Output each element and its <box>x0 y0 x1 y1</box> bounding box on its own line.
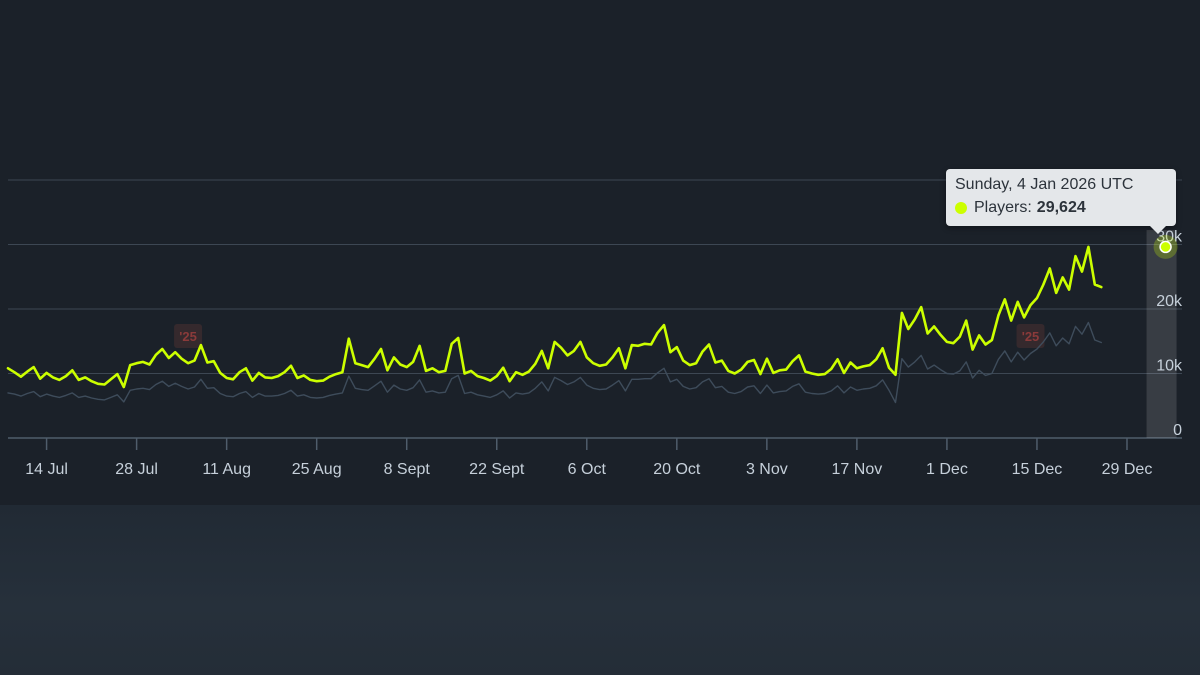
player-count-chart[interactable]: '25 '25 14 Jul 28 Jul 11 Aug 25 Aug 8 Sept 22 … <box>0 0 1200 505</box>
chart-background <box>0 0 1200 505</box>
data-tooltip: Sunday, 4 Jan 2026 UTC Players: 29,624 <box>946 169 1176 226</box>
x-tick-label: 14 Jul <box>25 461 68 478</box>
y-tick-label: 20k <box>1156 293 1183 310</box>
x-tick-label: 22 Sept <box>469 461 525 478</box>
x-tick-label: 17 Nov <box>832 461 883 478</box>
x-tick-label: 25 Aug <box>292 461 342 478</box>
x-tick-label: 8 Sept <box>384 461 431 478</box>
x-tick-label: 29 Dec <box>1102 461 1153 478</box>
x-tick-label: 20 Oct <box>653 461 701 478</box>
x-tick-label: 28 Jul <box>115 461 158 478</box>
series-line-players <box>6 245 1103 389</box>
x-axis: 14 Jul 28 Jul 11 Aug 25 Aug 8 Sept 22 Sept 6 O… <box>25 438 1152 478</box>
y-tick-label: 0 <box>1173 422 1182 439</box>
hover-point[interactable] <box>1159 240 1172 254</box>
tooltip-value-row: Players: 29,624 <box>955 196 1167 220</box>
event-marker-label: '25 <box>1022 329 1040 344</box>
tooltip-series-label: Players: <box>974 199 1032 216</box>
x-tick-label: 1 Dec <box>926 461 968 478</box>
event-marker[interactable]: '25 <box>1016 324 1045 348</box>
event-markers: '25 '25 <box>174 324 1045 348</box>
event-marker-bg <box>174 324 203 348</box>
event-marker[interactable]: '25 <box>174 324 203 348</box>
y-tick-label: 10k <box>1156 358 1183 375</box>
tooltip-date: Sunday, 4 Jan 2026 UTC <box>955 176 1134 193</box>
series-line-secondary <box>7 321 1103 404</box>
event-marker-bg <box>1016 324 1045 348</box>
series-lines <box>6 245 1103 404</box>
x-tick-label: 3 Nov <box>746 461 788 478</box>
hover-highlight-band <box>1146 230 1177 438</box>
hover-point-group[interactable] <box>1153 234 1178 259</box>
tooltip-pointer <box>1150 226 1166 234</box>
x-tick-label: 6 Oct <box>568 461 607 478</box>
tooltip-value: 29,624 <box>1036 199 1086 216</box>
series-color-dot <box>955 202 967 214</box>
event-marker-label: '25 <box>179 329 197 344</box>
x-tick-label: 11 Aug <box>202 461 251 478</box>
x-tick-label: 15 Dec <box>1012 461 1063 478</box>
page-background-band <box>0 505 1200 675</box>
